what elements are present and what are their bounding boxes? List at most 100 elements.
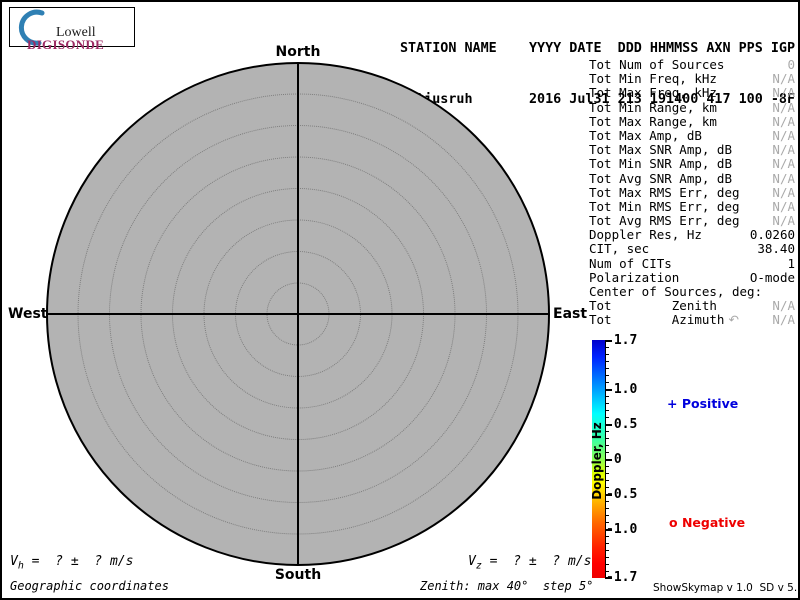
vz-symbol: V [468,554,476,569]
statistics-panel: Tot Num of Sources 0 Tot Min Freq, kHz N/A… [589,57,795,328]
header-column-labels: STATION NAME YYYY DATE DDD HHMMSS AXN PP… [400,41,796,56]
vh-subscript: h [17,560,24,572]
version-label: ShowSkymap v 1.0 SD v 5.1 [653,582,800,594]
stat-label: Tot Max Freq, kHz [589,85,717,101]
stat-value: N/A [772,127,795,143]
stat-label: Tot Avg RMS Err, deg [589,213,740,229]
compass-south-label: South [274,567,322,583]
vz-value: = ? ± ? m/s [481,554,592,569]
colorbar-tick [605,529,612,531]
vz-subscript: z [475,560,482,572]
colorbar-gradient [592,340,605,578]
compass-west-label: West [8,306,48,322]
stat-value: N/A [772,113,795,129]
stat-row: Polarization O-mode [589,269,795,285]
stat-row: Tot Avg SNR Amp, dB N/A [589,170,795,186]
lowell-digisonde-logo: Lowell DIGISONDE [9,7,135,52]
stat-value: N/A [772,312,795,328]
zenith-config-label: Zenith: max 40° step 5° [420,579,594,593]
stat-label: CIT, sec [589,241,650,257]
stat-label: Num of CITs [589,255,672,271]
stat-label: Tot Zenith [589,298,717,314]
stat-value: N/A [772,198,795,214]
stat-value: N/A [772,213,795,229]
colorbar-tick [605,459,612,461]
stat-value: 1 [787,255,795,271]
compass-east-label: East [553,306,588,322]
colorbar-tick-label: -1.0 [606,522,638,537]
colorbar-title: Doppler, Hz [590,422,604,500]
legend-negative: o Negative [669,515,745,530]
legend-positive-label: Positive [681,396,739,411]
stat-row: Tot Avg RMS Err, deg N/A [589,213,795,229]
circle-marker-icon: o [669,515,678,530]
colorbar-tick-label: -1.7 [606,570,638,585]
coordinates-label: Geographic coordinates [10,579,169,593]
azimuth-arrow-icon: ↶ [724,312,739,328]
stat-value: N/A [772,184,795,200]
colorbar-tick-label: 0 [606,452,622,467]
stat-value: N/A [772,71,795,87]
stat-label: Polarization [589,269,680,285]
stat-row: Tot Max RMS Err, deg N/A [589,184,795,200]
stat-row: Tot Min RMS Err, deg N/A [589,198,795,214]
stat-label: Tot Max Range, km [589,113,717,129]
stat-row: Tot Max Freq, kHz N/A [589,86,795,100]
stat-row: Center of Sources, deg: [589,284,795,299]
vh-symbol: V [10,554,18,569]
stat-row: Tot Min Freq, kHz N/A [589,71,795,87]
legend-negative-label: Negative [681,515,746,530]
stat-value: O-mode [749,269,795,285]
colorbar-tick [605,340,612,342]
vh-value: = ? ± ? m/s [23,554,134,569]
logo-product: DIGISONDE [27,37,105,52]
stat-value: 0.0260 [749,227,795,243]
stat-label: Tot Num of Sources [589,57,725,72]
stat-row: Tot Max SNR Amp, dB N/A [589,142,795,158]
stat-row: Tot Num of Sources 0 [589,57,795,72]
stat-value: 38.40 [757,241,795,257]
stat-label: Doppler Res, Hz [589,227,702,243]
crescent-arc-icon [12,9,54,51]
east-west-axis [48,313,548,315]
colorbar-tick-label: 1.7 [606,333,638,348]
colorbar-tick [605,424,612,426]
stat-value: N/A [772,99,795,115]
skymap-plot [46,62,550,566]
colorbar-tick [605,389,612,391]
stat-row: CIT, sec 38.40 [589,242,795,256]
stat-label: Tot Max Amp, dB [589,127,702,143]
stat-value: 0 [787,57,795,72]
header-block: STATION NAME YYYY DATE DDD HHMMSS AXN PP… [400,6,795,142]
stat-row: Tot Min Range, km N/A [589,99,795,115]
colorbar-tick [605,494,612,496]
vz-readout: Vz = ? ± ? m/s [468,554,591,572]
doppler-colorbar: 1.7 1.0 0.5 0 -0.5 -1.0 -1.7 [592,333,712,585]
colorbar-tick-label: 1.0 [606,382,638,397]
stat-value: N/A [772,170,795,186]
stat-label: Tot Min SNR Amp, dB [589,156,732,172]
stat-row: Tot Min SNR Amp, dB N/A [589,157,795,171]
stat-row: Tot Max Range, km N/A [589,113,795,129]
stat-row: Doppler Res, Hz 0.0260 [589,228,795,242]
stat-label: Tot Max RMS Err, deg [589,184,740,200]
stat-row: Num of CITs 1 [589,255,795,271]
colorbar-tick-label: -0.5 [606,487,638,502]
stat-value: N/A [772,85,795,101]
stat-value: N/A [772,298,795,314]
colorbar-tick-label: 0.5 [606,417,638,432]
stat-value: N/A [772,142,795,158]
stat-value: N/A [772,156,795,172]
compass-north-label: North [275,44,321,60]
stat-label: Tot Min RMS Err, deg [589,198,740,214]
legend-positive: + Positive [667,396,738,411]
plus-marker-icon: + [667,396,678,411]
stat-label: Tot Min Range, km [589,99,717,115]
stat-label: Tot Azimuth [589,312,725,328]
stat-label: Tot Avg SNR Amp, dB [589,170,732,186]
stat-label: Tot Min Freq, kHz [589,71,717,87]
colorbar-tick [605,577,612,579]
stat-row: Tot Azimuth ↶ N/A [589,313,795,327]
stat-label: Center of Sources, deg: [589,284,763,299]
